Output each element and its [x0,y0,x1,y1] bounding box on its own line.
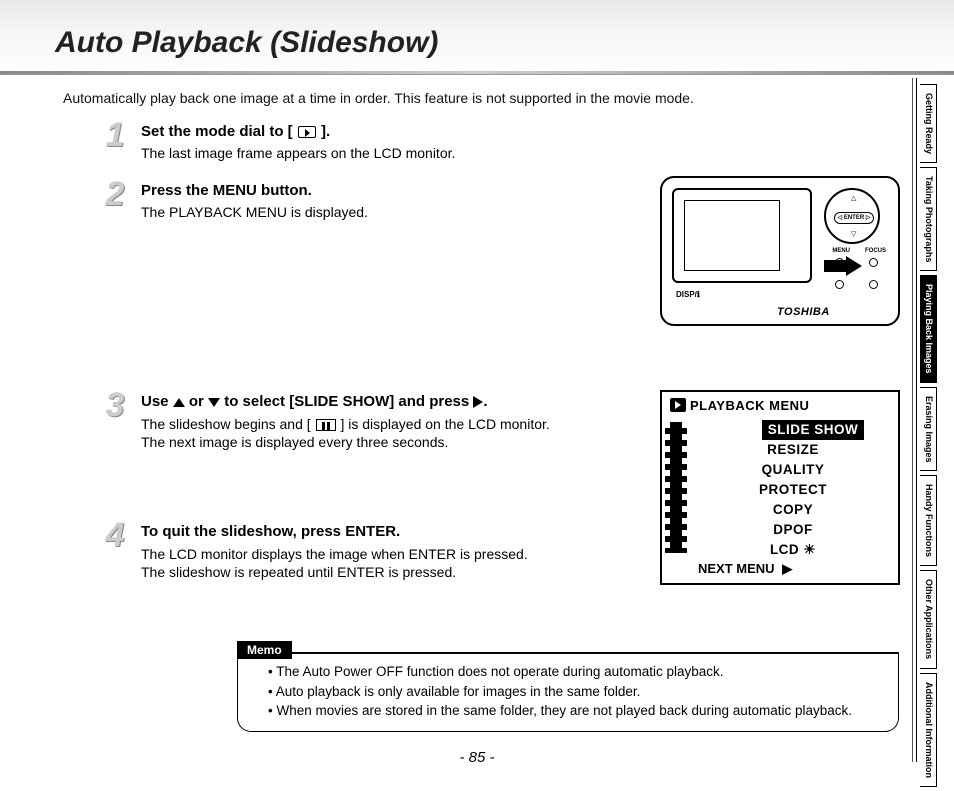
lcd-inner [684,200,780,271]
down-arrow-icon [208,398,220,407]
step-4: 4 To quit the slideshow, press ENTER. Th… [95,522,655,582]
text: The LCD monitor displays the image when … [141,546,528,562]
step-body: Set the mode dial to [ ]. The last image… [135,122,655,163]
step-title: To quit the slideshow, press ENTER. [141,522,655,542]
memo-item: The Auto Power OFF function does not ope… [268,662,880,682]
step-title: Set the mode dial to [ ]. [141,122,655,142]
disp-label: DISP/ℹ [676,290,700,299]
text: ] is displayed on the LCD monitor. [337,416,550,432]
divider-line [912,78,913,762]
steps-list: 1 Set the mode dial to [ ]. The last ima… [95,122,655,600]
slideshow-indicator-icon [316,419,336,431]
trash-button-icon [869,280,878,289]
lcd-screen [672,188,812,283]
playback-icon [670,398,686,412]
menu-label: MENU [832,248,850,254]
step-number: 4 [95,518,135,552]
menu-item-selected: SLIDE SHOW [762,420,865,440]
dpad: ◁ ENTER ▷ △ ▽ [824,188,880,244]
step-body: To quit the slideshow, press ENTER. The … [135,522,655,582]
tab-playing-back-images[interactable]: Playing Back Images [920,275,937,383]
step-desc: The last image frame appears on the LCD … [141,144,655,163]
right-arrow-icon: ▶ [782,561,792,577]
lcd-menu-screenshot: PLAYBACK MENU SLIDE SHOW RESIZE QUALITY … [660,390,900,585]
step-number: 1 [95,118,135,152]
step-number: 3 [95,388,135,422]
menu-header: PLAYBACK MENU [690,398,809,413]
memo-label: Memo [237,641,292,659]
memo-item: When movies are stored in the same folde… [268,701,880,721]
step-body: Press the MENU button. The PLAYBACK MENU… [135,181,655,222]
section-tabs: Getting Ready Taking Photographs Playing… [920,84,950,791]
brand-label: TOSHIBA [777,306,830,318]
menu-item: LCD ☀ [698,540,888,560]
manual-page: Auto Playback (Slideshow) Automatically … [0,0,954,770]
step-desc: The PLAYBACK MENU is displayed. [141,203,655,222]
camera-illustration: DISP/ℹ TOSHIBA ◁ ENTER ▷ △ ▽ MENU FOCUS [660,176,900,326]
step-desc: The LCD monitor displays the image when … [141,545,655,583]
text: to select [SLIDE SHOW] and press [220,393,473,410]
divider-line [916,78,917,762]
focus-label: FOCUS [865,248,886,254]
tab-other-applications[interactable]: Other Applications [920,570,937,668]
focus-button-icon [869,258,878,267]
dpad-down-icon: ▽ [851,230,856,238]
step-number: 2 [95,177,135,211]
menu-item: COPY [698,500,888,520]
text: The slideshow begins and [ [141,416,315,432]
text: Set the mode dial to [ [141,123,297,140]
step-1: 1 Set the mode dial to [ ]. The last ima… [95,122,655,163]
text: The slideshow is repeated until ENTER is… [141,564,456,580]
text: The next image is displayed every three … [141,434,448,450]
memo-list: The Auto Power OFF function does not ope… [268,662,880,721]
text: or [185,393,208,410]
text: . [483,393,487,410]
tab-handy-functions[interactable]: Handy Functions [920,475,937,566]
up-arrow-icon [173,398,185,407]
page-title: Auto Playback (Slideshow) [55,26,438,60]
intro-text: Automatically play back one image at a t… [63,90,883,106]
film-strip-icon [668,422,684,553]
playback-mode-icon [298,126,316,138]
menu-item: DPOF [698,520,888,540]
memo-item: Auto playback is only available for imag… [268,682,880,702]
menu-footer: NEXT MENU ▶ [698,561,792,577]
tab-getting-ready[interactable]: Getting Ready [920,84,937,163]
step-desc: The slideshow begins and [ ] is displaye… [141,415,655,453]
step-3: 3 Use or to select [SLIDE SHOW] and pres… [95,392,655,452]
step-title: Press the MENU button. [141,181,655,201]
memo-box: Memo The Auto Power OFF function does no… [237,652,899,732]
folder-button-icon [835,280,844,289]
enter-button: ◁ ENTER ▷ [834,212,874,224]
step-body: Use or to select [SLIDE SHOW] and press … [135,392,655,452]
dpad-up-icon: △ [851,194,856,202]
text: NEXT MENU [698,561,775,576]
right-arrow-icon [473,396,483,408]
tab-erasing-images[interactable]: Erasing Images [920,387,937,472]
pointer-arrow-icon [824,256,862,276]
step-title: Use or to select [SLIDE SHOW] and press … [141,392,655,412]
page-number: - 85 - [0,749,954,766]
text: Use [141,393,173,410]
menu-item: PROTECT [698,480,888,500]
menu-items: SLIDE SHOW RESIZE QUALITY PROTECT COPY D… [698,420,888,560]
step-2: 2 Press the MENU button. The PLAYBACK ME… [95,181,655,222]
tab-taking-photographs[interactable]: Taking Photographs [920,167,937,271]
text: ]. [317,123,330,140]
menu-item: QUALITY [698,460,888,480]
menu-item: RESIZE [698,440,888,460]
